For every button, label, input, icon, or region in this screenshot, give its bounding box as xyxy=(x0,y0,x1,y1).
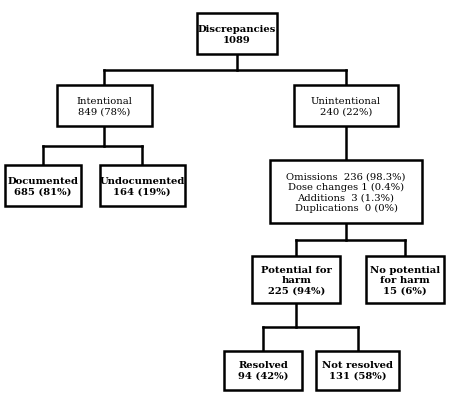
FancyBboxPatch shape xyxy=(57,86,152,127)
Text: Discrepancies
1089: Discrepancies 1089 xyxy=(198,25,276,45)
Text: Potential for
harm
225 (94%): Potential for harm 225 (94%) xyxy=(261,265,332,295)
Text: No potential
for harm
15 (6%): No potential for harm 15 (6%) xyxy=(370,265,440,295)
FancyBboxPatch shape xyxy=(252,257,340,303)
FancyBboxPatch shape xyxy=(294,86,398,127)
FancyBboxPatch shape xyxy=(270,160,422,224)
Text: Undocumented
164 (19%): Undocumented 164 (19%) xyxy=(100,176,185,196)
FancyBboxPatch shape xyxy=(100,166,185,207)
FancyBboxPatch shape xyxy=(5,166,81,207)
FancyBboxPatch shape xyxy=(224,351,302,389)
FancyBboxPatch shape xyxy=(316,351,399,389)
Text: Resolved
94 (42%): Resolved 94 (42%) xyxy=(238,360,288,380)
FancyBboxPatch shape xyxy=(366,257,444,303)
Text: Not resolved
131 (58%): Not resolved 131 (58%) xyxy=(322,360,393,380)
Text: Intentional
849 (78%): Intentional 849 (78%) xyxy=(76,97,132,116)
Text: Documented
685 (81%): Documented 685 (81%) xyxy=(7,176,78,196)
Text: Unintentional
240 (22%): Unintentional 240 (22%) xyxy=(311,97,381,116)
Text: Omissions  236 (98.3%)
Dose changes 1 (0.4%)
Additions  3 (1.3%)
Duplications  0: Omissions 236 (98.3%) Dose changes 1 (0.… xyxy=(286,172,406,212)
FancyBboxPatch shape xyxy=(197,14,277,55)
